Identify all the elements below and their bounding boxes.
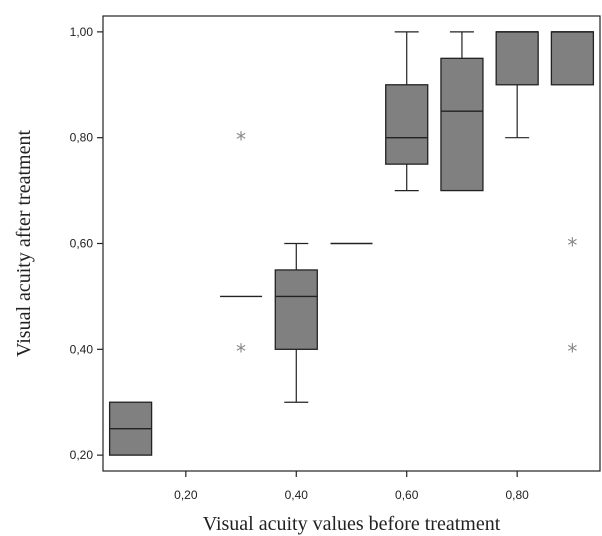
outlier-marker: *	[236, 339, 246, 363]
box-iqr	[495, 31, 539, 86]
outlier-marker: *	[567, 339, 577, 363]
x-tick-label: 0,80	[505, 488, 529, 502]
x-tick-label: 0,60	[395, 488, 419, 502]
x-tick-label: 0,40	[285, 488, 309, 502]
x-axis-title: Visual acuity values before treatment	[203, 513, 501, 535]
box-group	[108, 401, 153, 456]
outlier-marker: *	[236, 128, 246, 152]
box-series: ****	[108, 31, 595, 456]
y-tick-label: 0,60	[70, 237, 94, 251]
box-group	[440, 31, 484, 192]
box-iqr	[385, 84, 429, 165]
axis-ticks: 0,20 0,40 0,60 0,80 1,00 0,20 0,40 0,60 0,80	[70, 25, 530, 502]
box-group	[495, 31, 539, 139]
box-group: **	[220, 128, 263, 363]
y-tick-label: 1,00	[70, 25, 94, 39]
box-iqr	[274, 269, 318, 350]
y-axis-title: Visual acuity after treatment	[13, 130, 35, 357]
outlier-marker: *	[567, 234, 577, 258]
y-tick-label: 0,40	[70, 342, 94, 356]
y-tick-label: 0,20	[70, 448, 94, 462]
box-iqr	[550, 31, 595, 86]
box-iqr	[440, 57, 484, 192]
x-tick-label: 0,20	[174, 488, 198, 502]
y-tick-label: 0,80	[70, 131, 94, 145]
box-group: **	[550, 31, 595, 363]
box-group	[274, 242, 318, 403]
box-group	[385, 31, 429, 192]
